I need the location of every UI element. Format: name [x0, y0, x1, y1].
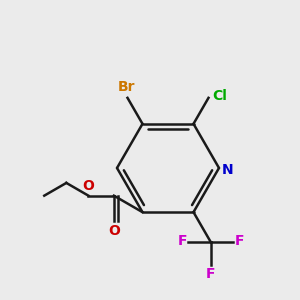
- Text: O: O: [108, 224, 120, 238]
- Text: F: F: [206, 267, 215, 281]
- Text: Br: Br: [117, 80, 135, 94]
- Text: F: F: [235, 234, 244, 248]
- Text: Cl: Cl: [212, 89, 227, 103]
- Text: F: F: [177, 234, 187, 248]
- Text: O: O: [82, 179, 94, 193]
- Text: N: N: [222, 163, 233, 176]
